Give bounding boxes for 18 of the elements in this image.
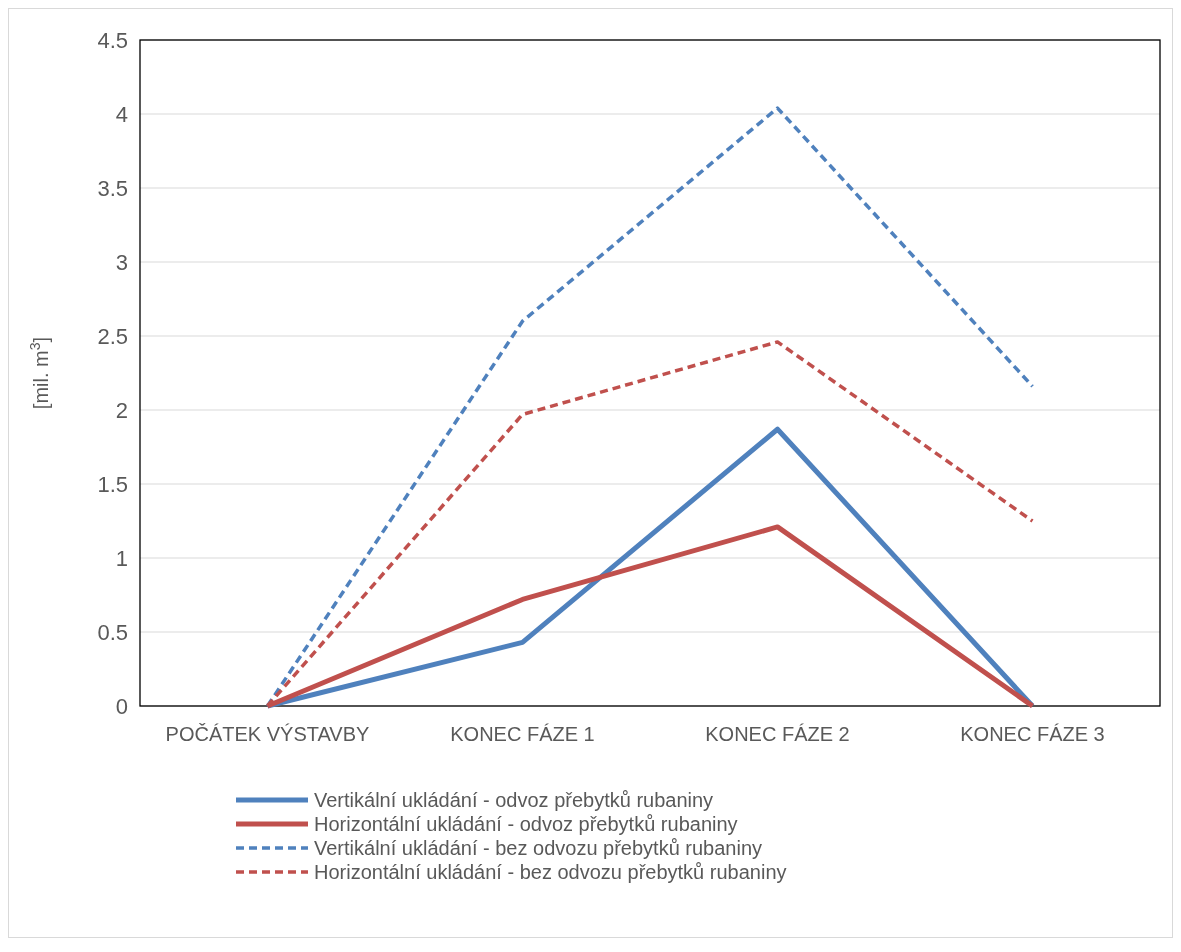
y-tick-label: 1: [115, 545, 128, 571]
x-tick-label: KONEC FÁZE 2: [705, 723, 850, 745]
legend-label: Horizontální ukládání - bez odvozu přebytků rubaniny: [314, 861, 787, 883]
y-tick-label: 4.5: [97, 27, 128, 53]
y-tick-label: 2.5: [97, 323, 128, 349]
y-tick-label: 3: [115, 249, 128, 275]
y-tick-label: 3.5: [97, 175, 128, 201]
legend-label: Vertikální ukládání - odvoz přebytků rubaniny: [314, 789, 714, 811]
x-tick-label: KONEC FÁZE 1: [450, 723, 595, 745]
y-tick-label: 4: [115, 101, 128, 127]
y-tick-label: 0: [115, 693, 128, 719]
x-tick-label: POČÁTEK VÝSTAVBY: [165, 723, 370, 745]
y-tick-label: 0.5: [97, 619, 128, 645]
legend-label: Horizontální ukládání - odvoz přebytků rubaniny: [314, 813, 738, 835]
y-tick-label: 1.5: [97, 471, 128, 497]
x-tick-label: KONEC FÁZE 3: [960, 723, 1105, 745]
legend-label: Vertikální ukládání - bez odvozu přebytků rubaniny: [314, 837, 763, 859]
y-tick-label: 2: [115, 397, 128, 423]
